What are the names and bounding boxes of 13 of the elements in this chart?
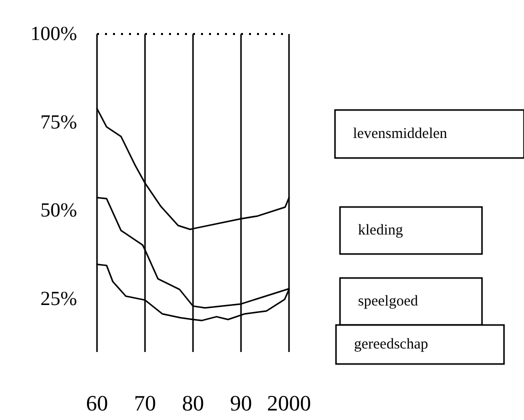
y-tick-label: 50% <box>40 200 77 222</box>
text: speelgoed <box>358 294 418 310</box>
y-tick-label: 75% <box>40 111 77 134</box>
x-tick-label: 2000 <box>267 390 311 416</box>
x-tick-label: 70 <box>134 390 156 416</box>
y-tick-label: 100% <box>30 23 77 45</box>
x-tick-label: 90 <box>230 390 252 416</box>
x-tick-label: 80 <box>182 390 204 416</box>
x-tick-label: 60 <box>86 390 108 416</box>
y-tick-label: 25% <box>40 288 77 310</box>
text: levensmiddelen <box>353 126 448 142</box>
text: kleding <box>358 222 404 238</box>
text: gereedschap <box>354 336 428 352</box>
